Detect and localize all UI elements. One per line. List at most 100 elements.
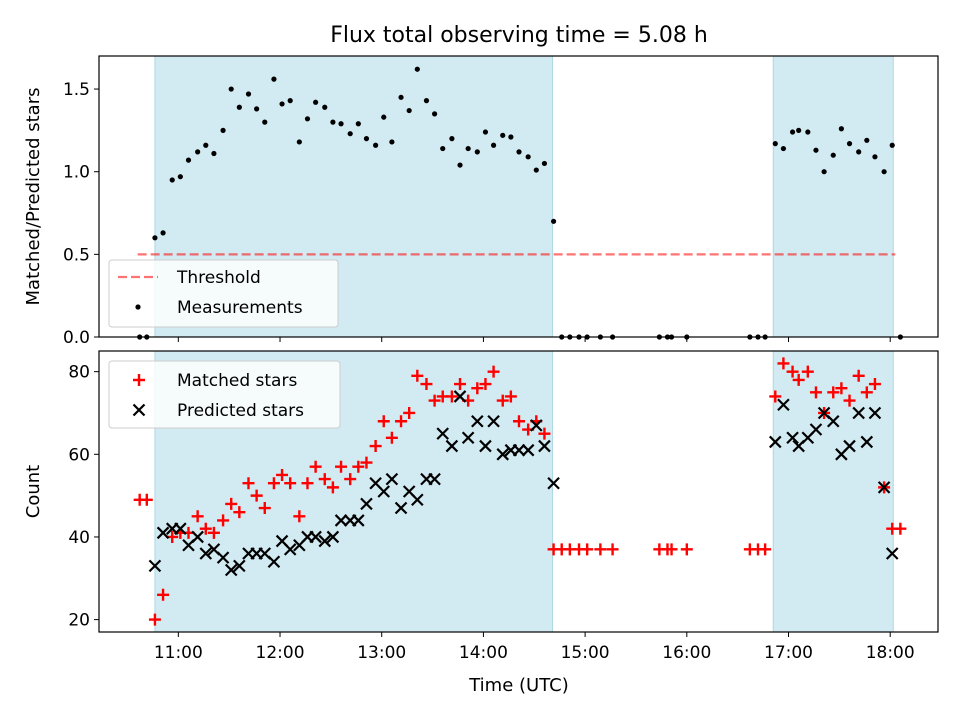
- predicted-star-point: [471, 414, 484, 428]
- predicted-star-point: [224, 563, 238, 577]
- matched-star-point: [843, 394, 856, 407]
- measurement-point: [236, 104, 242, 110]
- matched-star-point: [504, 390, 517, 403]
- matched-star-point: [594, 543, 607, 556]
- measurement-point: [432, 111, 438, 117]
- matched-star-point: [777, 357, 790, 370]
- matched-star-point: [454, 378, 467, 391]
- matched-star-point: [792, 373, 805, 386]
- predicted-star-point: [309, 530, 322, 544]
- matched-star-point: [377, 415, 390, 428]
- matched-star-point: [217, 514, 230, 527]
- y-tick-label: 0.5: [63, 245, 90, 265]
- matched-star-point: [420, 378, 433, 391]
- measurement-point: [279, 101, 285, 107]
- predicted-star-point: [809, 423, 823, 436]
- matched-star-point: [801, 365, 814, 378]
- measurement-point: [465, 145, 471, 152]
- x-tick-label: 18:00: [866, 643, 915, 663]
- predicted-star-point: [394, 501, 408, 515]
- measurement-point: [516, 149, 522, 155]
- measurement-point: [338, 121, 344, 127]
- measurement-point: [254, 106, 260, 112]
- predicted-star-point: [877, 481, 891, 494]
- measurement-point: [772, 141, 778, 147]
- matched-star-point: [250, 489, 263, 502]
- predicted-star-point: [769, 435, 782, 449]
- measurement-point: [533, 167, 539, 173]
- axes-frame: [98, 350, 939, 633]
- predicted-star-point: [199, 547, 213, 560]
- matched-star-point: [786, 365, 799, 378]
- measurement-point: [830, 152, 836, 158]
- predicted-star-point: [868, 406, 882, 420]
- measurement-point: [457, 162, 463, 168]
- legend-predicted-label: Predicted stars: [177, 401, 304, 421]
- predicted-star-point: [156, 526, 170, 540]
- x-tick-label: 11:00: [154, 643, 203, 663]
- predicted-star-point: [852, 406, 865, 420]
- measurement-point: [398, 94, 404, 100]
- measurement-point: [296, 139, 302, 145]
- measurement-point: [440, 145, 446, 152]
- matched-star-point: [267, 477, 280, 490]
- predicted-star-point: [512, 443, 526, 457]
- predicted-star-point: [885, 547, 899, 560]
- measurement-point: [304, 116, 311, 122]
- ratio-legend: Threshold Measurements: [108, 259, 339, 328]
- measurement-point: [322, 104, 328, 110]
- measurement-point: [152, 235, 158, 241]
- matched-star-point: [140, 493, 153, 506]
- y-tick-label: 40: [68, 528, 90, 548]
- measurement-point: [245, 91, 252, 97]
- measurement-point: [813, 147, 819, 153]
- predicted-star-point: [283, 543, 297, 556]
- matched-star-point: [411, 369, 424, 382]
- matched-star-point: [385, 431, 398, 444]
- matched-star-point: [233, 506, 246, 519]
- matched-star-point: [479, 378, 492, 391]
- matched-star-point: [276, 468, 289, 481]
- predicted-star-point: [461, 431, 475, 445]
- matched-star-point: [225, 497, 238, 510]
- x-tick-label: 14:00: [459, 643, 508, 663]
- measurement-point: [347, 131, 353, 137]
- predicted-star-point: [360, 497, 373, 511]
- measurement-point: [500, 132, 506, 138]
- predicted-star-point: [777, 398, 790, 411]
- matched-star-point: [293, 510, 306, 523]
- x-tick-label: 16:00: [662, 643, 711, 663]
- matched-star-point: [335, 460, 348, 473]
- predicted-star-point: [191, 530, 204, 544]
- measurement-point: [881, 169, 887, 175]
- measurement-point: [211, 150, 217, 157]
- matched-star-point: [326, 481, 339, 494]
- matched-star-point: [284, 477, 297, 490]
- observing-interval-shade: [772, 55, 894, 338]
- legend-box: [108, 360, 341, 429]
- x-tick-label: 15:00: [561, 643, 610, 663]
- matched-star-point: [360, 456, 373, 469]
- legend-measurements-label: Measurements: [177, 298, 303, 318]
- matched-star-point: [242, 477, 255, 490]
- matched-star-point: [428, 394, 441, 407]
- predicted-star-point: [326, 530, 340, 544]
- measurement-point: [856, 149, 862, 155]
- predicted-star-point: [216, 551, 230, 564]
- legend-measurements-swatch: [135, 304, 141, 310]
- x-axis-label: Time (UTC): [468, 675, 569, 696]
- y-axis-label: Matched/Predicted stars: [23, 88, 44, 306]
- count-panel: 11:00 12:00 13:00 14:00 15:00 16:00 17:00 18:00…: [23, 350, 939, 663]
- measurement-point: [423, 98, 430, 104]
- predicted-star-point: [538, 439, 551, 453]
- predicted-star-point: [267, 555, 281, 569]
- matched-star-point: [860, 386, 873, 399]
- legend-threshold-label: Threshold: [176, 268, 261, 288]
- predicted-star-point: [428, 472, 441, 486]
- legend-matched-swatch: [133, 374, 145, 386]
- measurement-point: [796, 127, 802, 133]
- predicted-star-point: [496, 448, 510, 461]
- measurement-point: [508, 134, 514, 140]
- matched-star-point: [852, 369, 865, 382]
